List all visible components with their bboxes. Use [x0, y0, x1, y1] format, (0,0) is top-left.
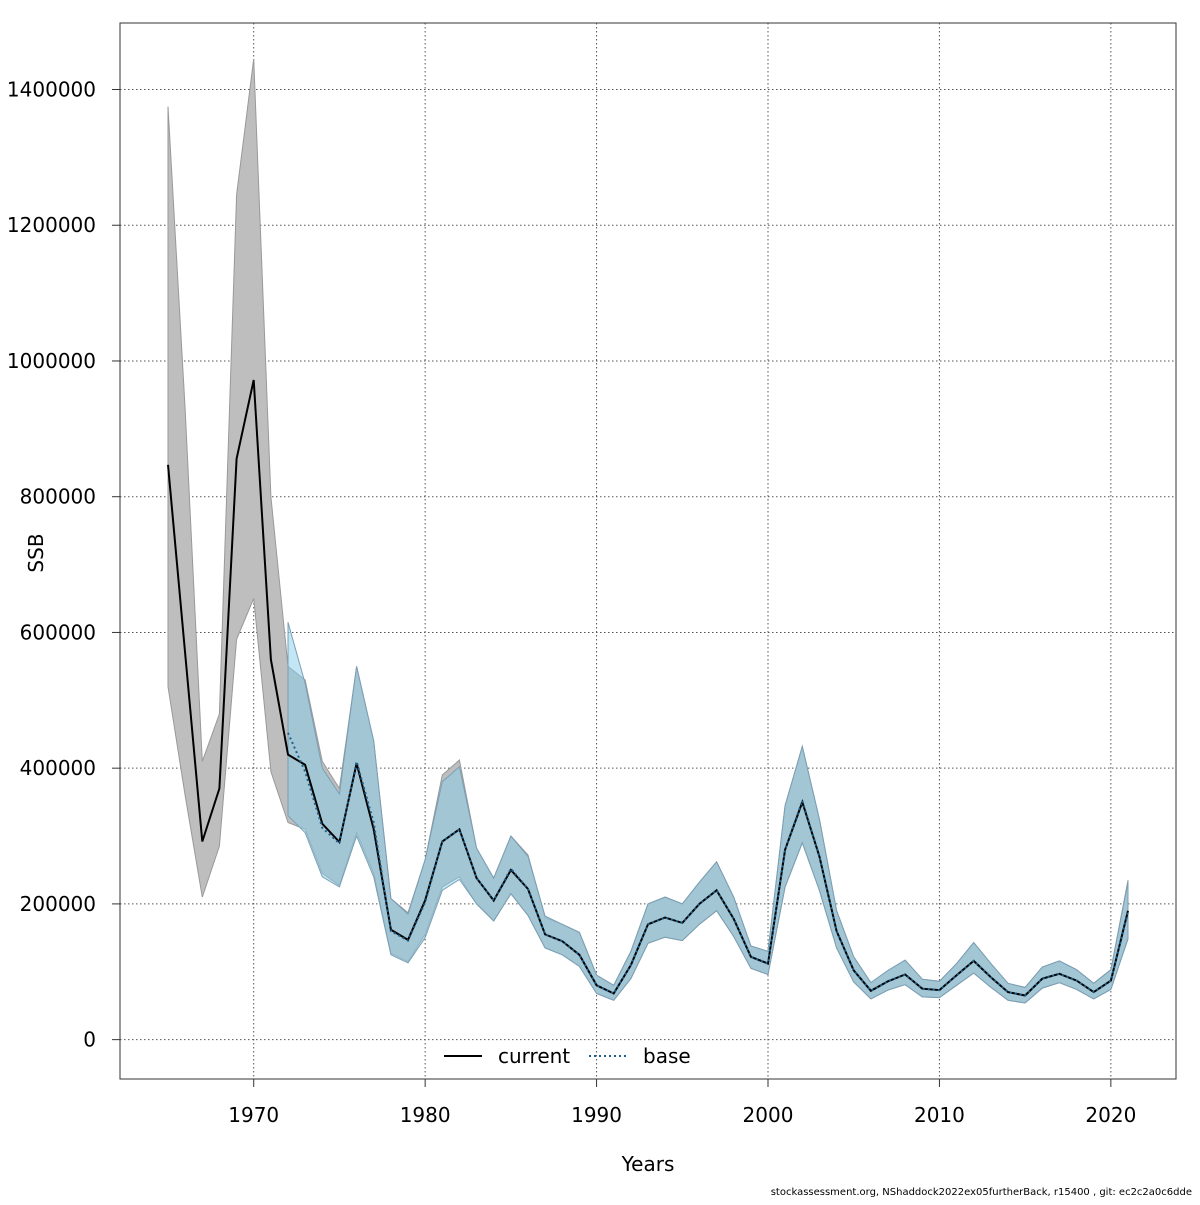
y-tick-label-1400000: 1400000 [7, 78, 96, 102]
x-tick-label-1980: 1980 [400, 1103, 451, 1127]
band-current [167, 58, 1129, 1004]
x-axis-label: Years [621, 1152, 675, 1176]
series-lines [167, 379, 1129, 997]
plot-frame [119, 22, 1177, 1080]
confidence-bands [167, 58, 1129, 1004]
y-axis: 0 200000 400000 600000 800000 1000000 1200000 1… [7, 78, 120, 1052]
y-tick-label-0: 0 [83, 1028, 96, 1052]
y-tick-label-1000000: 1000000 [7, 349, 96, 373]
x-tick-label-2010: 2010 [914, 1103, 965, 1127]
line-current [167, 379, 1129, 997]
legend-label-base: base [643, 1044, 691, 1068]
grid-lines [120, 23, 1176, 1079]
y-tick-label-600000: 600000 [20, 620, 96, 644]
x-tick-label-1970: 1970 [228, 1103, 279, 1127]
y-tick-label-1200000: 1200000 [7, 213, 96, 237]
footer-note: stockassessment.org, NShaddock2022ex05fu… [770, 1187, 1192, 1198]
band-base [287, 622, 1129, 1004]
y-tick-label-200000: 200000 [20, 892, 96, 916]
y-tick-label-800000: 800000 [20, 485, 96, 509]
legend-label-current: current [498, 1044, 570, 1068]
line-base [287, 732, 1129, 997]
x-tick-label-1990: 1990 [571, 1103, 622, 1127]
legend: current base [444, 1044, 691, 1068]
x-tick-label-2000: 2000 [743, 1103, 794, 1127]
x-tick-label-2020: 2020 [1085, 1103, 1136, 1127]
x-axis: 1970 1980 1990 2000 2010 2020 [228, 1079, 1136, 1127]
y-axis-label: SSB [24, 533, 48, 572]
y-tick-label-400000: 400000 [20, 756, 96, 780]
